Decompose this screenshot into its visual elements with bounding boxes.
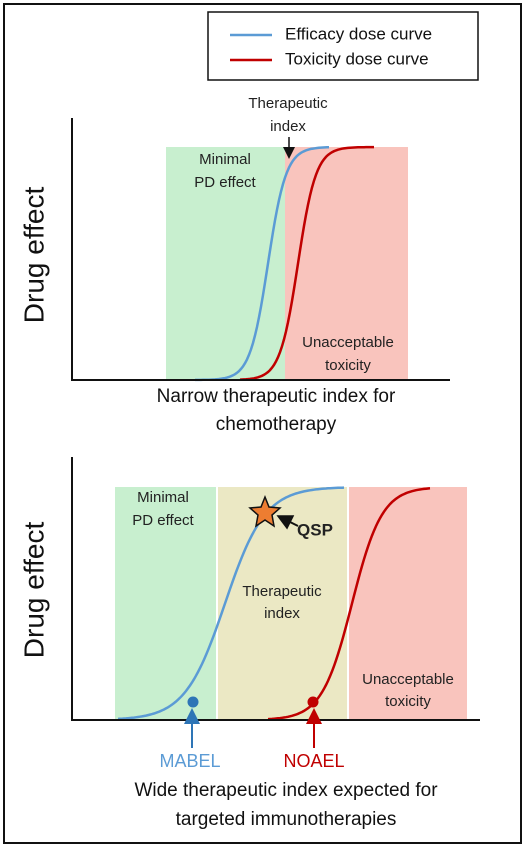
therapeutic-label: Therapeutic: [248, 95, 328, 112]
minimal-label: Minimal: [199, 151, 251, 168]
panel: Drug effect Minimal PD effect Therapeuti…: [18, 457, 480, 830]
mabel-point: [187, 696, 199, 708]
toxic-region: [349, 487, 467, 720]
frame: [3, 3, 522, 844]
y-axis-label: Drug effect: [18, 187, 49, 324]
legend-label: Efficacy dose curve: [285, 24, 432, 43]
efficacy-curve: [117, 486, 345, 721]
minimal-label: Minimal: [137, 489, 189, 506]
axes: [71, 457, 480, 721]
therapeutic-label: index: [264, 605, 300, 622]
toxicity-curve: [239, 145, 374, 381]
y-axis-label: Drug effect: [18, 522, 49, 659]
toxic-region: [285, 147, 408, 380]
mabel-label: MABEL: [159, 751, 220, 771]
minimal-label: PD effect: [194, 174, 256, 191]
therapeutic-label: Therapeutic: [242, 583, 322, 600]
arrow: [276, 515, 299, 530]
axes: [71, 118, 450, 381]
toxic-label: toxicity: [385, 693, 431, 710]
caption: targeted immunotherapies: [176, 809, 397, 830]
minimal-label: PD effect: [132, 512, 194, 529]
therapeutic-label: index: [270, 118, 306, 135]
caption: Narrow therapeutic index for: [157, 386, 396, 407]
caption: chemotherapy: [216, 414, 337, 435]
legend-label: Toxicity dose curve: [285, 49, 429, 68]
toxicity-curve: [267, 487, 431, 721]
noael-point: [307, 696, 319, 708]
legend: Efficacy dose curve Toxicity dose curve: [207, 11, 479, 81]
panel: Drug effect Therapeutic index Minimal PD…: [18, 95, 450, 435]
toxic-label: Unacceptable: [362, 671, 454, 688]
minimal-region: [166, 147, 285, 380]
qsp-star: [248, 494, 282, 528]
toxic-label: toxicity: [325, 357, 371, 374]
caption: Wide therapeutic index expected for: [134, 780, 438, 801]
legend-box: [207, 11, 479, 81]
noael-label: NOAEL: [283, 751, 344, 771]
minimal-region: [115, 487, 216, 720]
toxic-label: Unacceptable: [302, 334, 394, 351]
qsp-label: QSP: [297, 520, 333, 539]
